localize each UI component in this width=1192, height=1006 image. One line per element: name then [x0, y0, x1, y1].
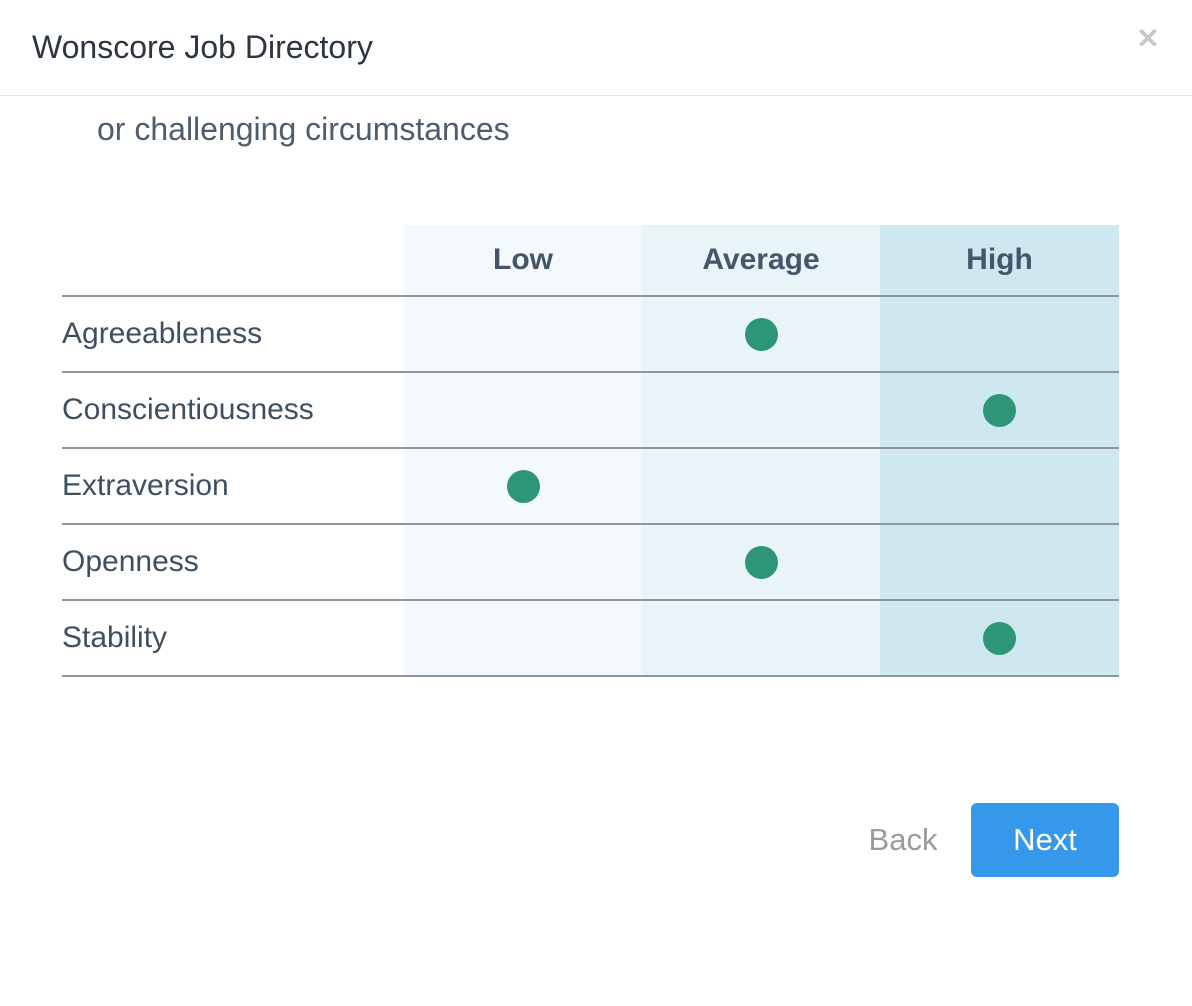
rating-dot	[983, 393, 1016, 427]
table-corner	[62, 225, 404, 297]
rating-cell	[642, 449, 880, 525]
modal-body-scroll-area: or challenging circumstances	[0, 97, 1192, 159]
next-button[interactable]: Next	[971, 803, 1119, 877]
rating-cell	[880, 525, 1119, 601]
rating-cell	[642, 525, 880, 601]
rating-cell	[404, 525, 642, 601]
rating-cell	[880, 373, 1119, 449]
rating-cell	[642, 297, 880, 373]
rating-cell	[404, 449, 642, 525]
rating-cell	[880, 449, 1119, 525]
row-label-agreeableness: Agreeableness	[62, 297, 404, 373]
rating-table: Low Average High Agreeableness Conscientious…	[62, 225, 1119, 677]
rating-cell	[880, 297, 1119, 373]
rating-dot	[506, 469, 540, 503]
column-header-high: High	[880, 225, 1119, 297]
row-label-openness: Openness	[62, 525, 404, 601]
row-label-conscientiousness: Conscientiousness	[62, 373, 404, 449]
rating-dot	[744, 545, 778, 579]
back-button[interactable]: Back	[848, 818, 958, 862]
rating-cell	[642, 373, 880, 449]
rating-dot	[983, 621, 1016, 655]
description-text-clipped: or challenging circumstances	[97, 111, 510, 147]
row-label-extraversion: Extraversion	[62, 449, 404, 525]
row-label-stability: Stability	[62, 601, 404, 677]
modal-title: Wonscore Job Directory	[32, 29, 373, 65]
rating-dot	[744, 317, 778, 351]
column-header-average: Average	[642, 225, 880, 297]
column-header-low: Low	[404, 225, 642, 297]
close-icon[interactable]: ✕	[1126, 16, 1170, 60]
rating-cell	[404, 297, 642, 373]
modal-header: Wonscore Job Directory ✕	[0, 0, 1192, 96]
rating-cell	[880, 601, 1119, 677]
rating-cell	[404, 601, 642, 677]
rating-cell	[404, 373, 642, 449]
rating-cell	[642, 601, 880, 677]
